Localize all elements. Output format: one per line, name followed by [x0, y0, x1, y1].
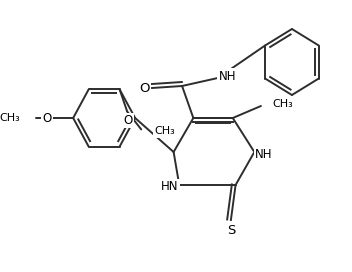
Text: O: O: [139, 82, 150, 94]
Text: CH₃: CH₃: [272, 99, 293, 109]
Text: O: O: [42, 112, 51, 125]
Text: NH: NH: [255, 147, 272, 160]
Text: NH: NH: [218, 70, 236, 82]
Text: HN: HN: [161, 181, 178, 193]
Text: CH₃: CH₃: [0, 113, 20, 123]
Text: S: S: [227, 224, 235, 236]
Text: CH₃: CH₃: [155, 126, 175, 137]
Text: O: O: [124, 114, 133, 127]
